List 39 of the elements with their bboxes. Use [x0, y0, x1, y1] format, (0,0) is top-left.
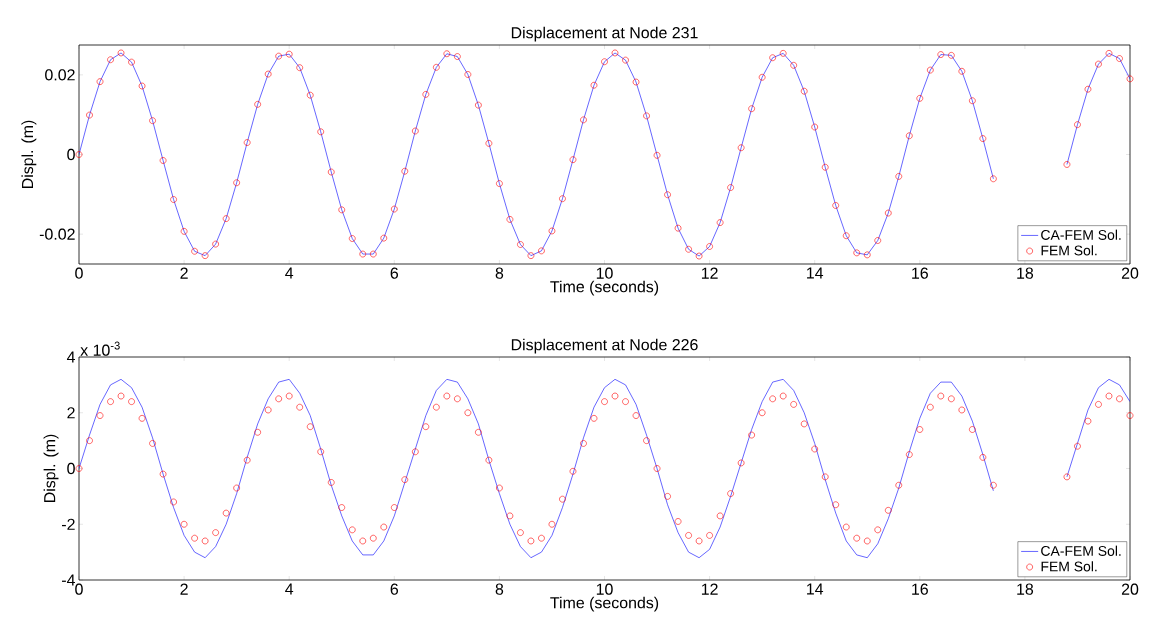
x-tick-label: 12 — [701, 583, 718, 595]
x-axis-title: Time (seconds) — [550, 280, 659, 296]
legend-label: FEM Sol. — [1041, 245, 1097, 256]
x-tick-label: 20 — [1121, 583, 1139, 595]
x-tick-label: 14 — [807, 267, 824, 279]
text: x 10$^{-3}$ — [80, 341, 120, 356]
y-axis-title: Displ. (m) — [21, 120, 37, 189]
x-tick-label: 16 — [912, 583, 928, 595]
y-tick-label: 2 — [67, 407, 75, 419]
y-tick-label: 0 — [67, 148, 75, 161]
x-tick-label: 2 — [180, 583, 188, 595]
legend-label: CA-FEM Sol. — [1041, 545, 1121, 556]
x-tick-label: 4 — [285, 583, 294, 595]
x-tick-label: 8 — [495, 583, 504, 595]
x-tick-label: 16 — [912, 267, 928, 279]
chart-title: Displacement at Node 226 — [511, 338, 698, 354]
x-tick-label: 2 — [180, 267, 188, 279]
x-tick-label: 14 — [807, 583, 824, 595]
x-tick-label: 10 — [596, 583, 613, 595]
chart-title: Displacement at Node 231 — [511, 26, 698, 42]
x-axis-title: Time (seconds) — [550, 596, 659, 612]
x-tick-label: 8 — [495, 267, 504, 279]
x-tick-label: 18 — [1017, 583, 1034, 595]
y-tick-label: -4 — [62, 574, 76, 586]
y-tick-label: 0 — [67, 462, 75, 475]
x-tick-label: 6 — [390, 267, 399, 279]
legend-label: FEM Sol. — [1041, 561, 1097, 572]
x-tick-label: 4 — [285, 267, 294, 279]
y-tick-label: 4 — [66, 351, 76, 363]
legend-label: CA-FEM Sol. — [1041, 229, 1121, 240]
x-tick-label: 20 — [1121, 267, 1139, 279]
y-tick-label: -0.02 — [39, 228, 75, 240]
x-tick-label: 10 — [596, 267, 613, 279]
x-tick-label: 18 — [1017, 267, 1034, 279]
x-tick-label: 6 — [390, 583, 399, 595]
y-tick-label: -2 — [62, 518, 75, 530]
x-tick-label: 12 — [701, 267, 718, 279]
y-axis-title: Displ. (m) — [43, 434, 59, 503]
y-tick-label: 0.02 — [45, 69, 75, 81]
